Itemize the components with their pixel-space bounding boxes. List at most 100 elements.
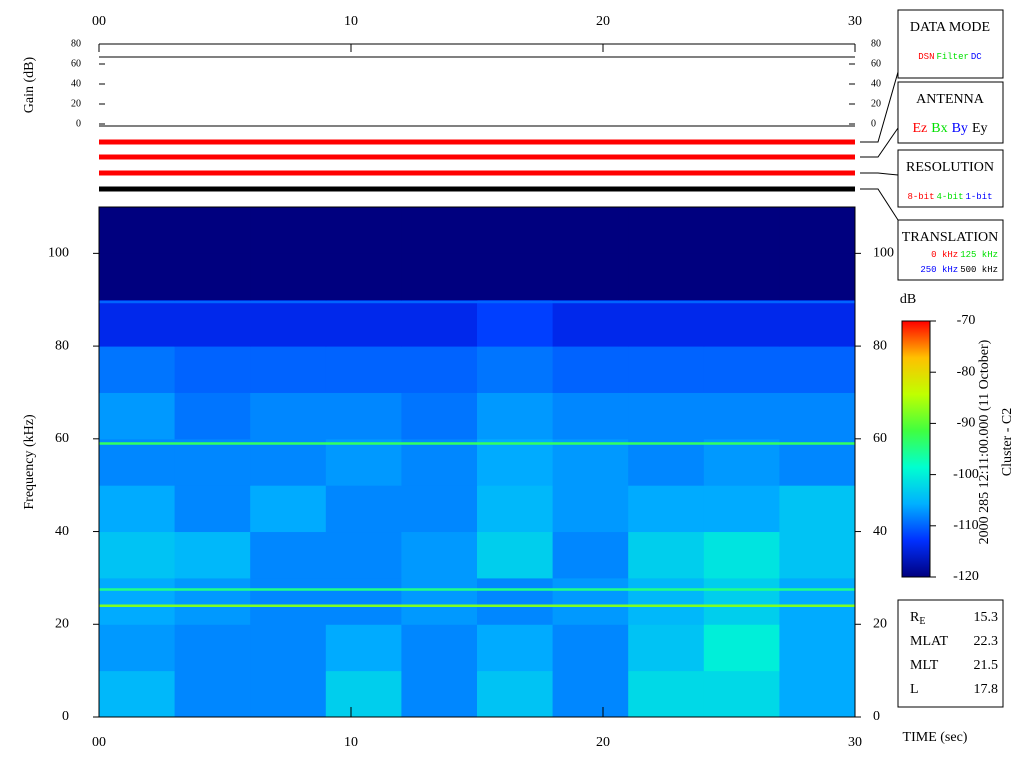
heatmap-cell (552, 438, 629, 486)
status-bar (99, 139, 855, 145)
legend-title: RESOLUTION (906, 160, 994, 175)
heatmap-cell (552, 207, 629, 254)
legend-item: 250 kHz (920, 265, 958, 275)
heatmap-cell (477, 577, 554, 625)
heatmap-cell (779, 207, 856, 254)
y-tick-label: 20 (873, 616, 887, 631)
heatmap-cell (325, 253, 402, 301)
heatmap-cell (703, 438, 780, 486)
legend-frames (860, 9, 1004, 708)
heatmap-cell (99, 670, 176, 718)
heatmap-cell (325, 577, 402, 625)
heatmap-cell (174, 346, 251, 393)
heatmap-cell (325, 485, 402, 533)
heatmap-cell (401, 438, 478, 486)
heatmap-cell (552, 531, 629, 579)
legend-item: 125 kHz (960, 250, 998, 260)
heatmap-cell (325, 346, 402, 393)
heatmap-cell (250, 207, 327, 254)
legend-title: DATA MODE (910, 20, 990, 35)
legend-item: 4-bit (936, 192, 963, 202)
heatmap-cell (325, 438, 402, 486)
heatmap-cell (703, 392, 780, 440)
legend-row: DSN Filter DC (918, 52, 982, 62)
ephemeris-label-text: R (910, 610, 920, 625)
y-tick-label: 80 (55, 338, 69, 353)
y-tick-label: 0 (873, 709, 880, 724)
heatmap-cell (703, 207, 780, 254)
heatmap-cell (401, 207, 478, 254)
y-tick-label: 20 (871, 98, 881, 109)
heatmap-cell (174, 207, 251, 254)
legend-item: Filter (936, 52, 968, 62)
heatmap-cell (628, 438, 705, 486)
heatmap-cell (325, 670, 402, 718)
y-tick-label: 60 (71, 58, 81, 69)
colorbar-tick-label: -70 (957, 313, 976, 328)
heatmap-cell (477, 346, 554, 393)
heatmap-cell (174, 670, 251, 718)
heatmap-cell (174, 577, 251, 625)
legend-row: 250 kHz 500 kHz (920, 265, 998, 275)
legend-row: Ez Bx By Ey (912, 121, 987, 136)
heatmap-cell (477, 531, 554, 579)
heatmap-cell (552, 670, 629, 718)
heatmap-cell (250, 299, 327, 347)
x-tick-label: 20 (596, 735, 610, 750)
heatmap-cell (325, 207, 402, 254)
heatmap-cell (401, 670, 478, 718)
gain-axis-title: Gain (dB) (22, 56, 37, 113)
y-tick-label: 0 (76, 118, 81, 129)
y-tick-label: 40 (71, 78, 81, 89)
heatmap-cell (325, 624, 402, 672)
heatmap-cell (552, 253, 629, 301)
heatmap-cell (477, 670, 554, 718)
heatmap-cell (779, 670, 856, 718)
heatmap-cell (477, 624, 554, 672)
heatmap-cell (628, 346, 705, 393)
x-tick-label: 20 (596, 14, 610, 29)
legend-item: DSN (918, 52, 934, 62)
heatmap-cell (779, 438, 856, 486)
heatmap-cell (779, 577, 856, 625)
heatmap-cell (99, 253, 176, 301)
heatmap-cell (401, 392, 478, 440)
colorbar-title: dB (900, 292, 916, 307)
ephemeris-label-text: MLT (910, 658, 939, 673)
heatmap-cell (703, 299, 780, 347)
ephemeris-label-text: L (910, 682, 919, 697)
ephemeris-label: MLAT (910, 634, 949, 649)
y-tick-label: 60 (55, 431, 69, 446)
y-tick-label: 40 (871, 78, 881, 89)
heatmap-cell (703, 670, 780, 718)
x-tick-label: 10 (344, 735, 358, 750)
x-tick-label: 00 (92, 14, 106, 29)
heatmap-cell (628, 392, 705, 440)
heatmap-cell (628, 531, 705, 579)
legend-item: 0 kHz (931, 250, 958, 260)
ephemeris-value: 15.3 (974, 610, 999, 625)
heatmap-cell (477, 485, 554, 533)
heatmap-cell (99, 299, 176, 347)
heatmap-cell (174, 253, 251, 301)
status-bar (99, 170, 855, 176)
legend-item: Ez (912, 121, 927, 136)
x-tick-label: 30 (848, 14, 862, 29)
heatmap-cell (174, 299, 251, 347)
heatmap-cell (628, 670, 705, 718)
heatmap-cell (99, 531, 176, 579)
y-tick-label: 40 (873, 524, 887, 539)
legend-item: 500 kHz (960, 265, 998, 275)
y-tick-label: 100 (873, 246, 894, 261)
colorbar-tick-label: -120 (953, 569, 979, 584)
heatmap-cell (325, 299, 402, 347)
y-tick-label: 60 (871, 58, 881, 69)
heatmap-cell (779, 253, 856, 301)
colorbar (901, 320, 931, 578)
heatmap-cell (477, 438, 554, 486)
y-tick-label: 60 (873, 431, 887, 446)
colorbar-tick-label: -80 (957, 364, 976, 379)
heatmap-cell (250, 670, 327, 718)
heatmap-cell (250, 624, 327, 672)
legend-item: Ey (972, 121, 988, 136)
